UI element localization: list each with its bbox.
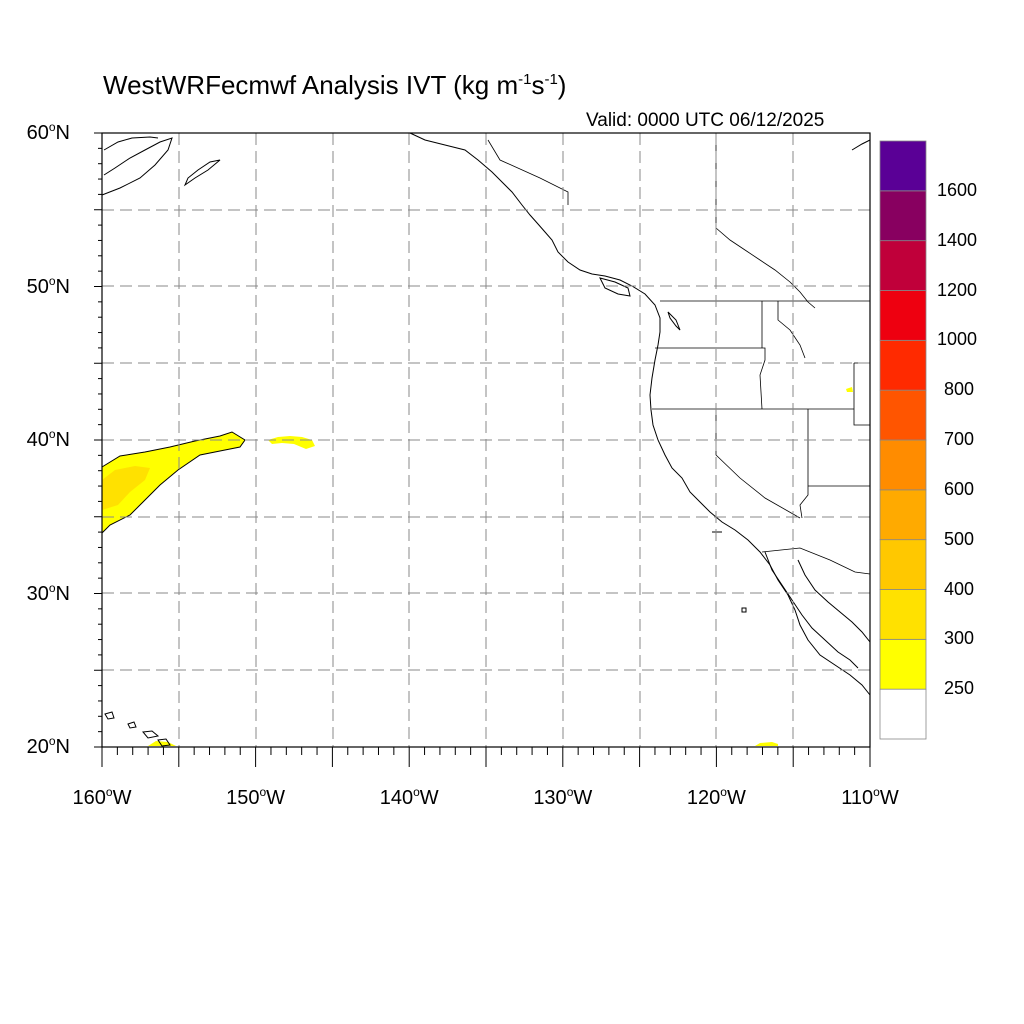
colorbar-box [879,489,927,541]
colorbar-box [879,688,927,740]
colorbar-level-label: 1400 [937,229,978,250]
colorbar-box [879,240,927,291]
colorbar-level-label: 300 [944,628,975,649]
colorbar-level-label: 700 [944,429,975,449]
lat-label: 50oN [26,273,70,298]
colorbar-box [879,190,927,242]
lon-label: 110oW [841,785,899,809]
ivt-patch-south-east [755,742,778,746]
lat-label: 40oN [26,427,70,451]
lat-label: 30oN [26,580,70,605]
ivt-patch-idaho [846,387,853,392]
colorbar-box [879,638,927,690]
lon-label: 130oW [533,785,593,809]
ivt-plume-inner [102,466,150,510]
colorbar-box [879,439,927,491]
colorbar-level-label: 1600 [937,179,978,200]
political-boundaries [487,133,871,575]
colorbar-level-label: 250 [944,678,975,699]
ivt-shading [101,387,853,746]
colorbar-box [879,290,927,341]
map-title: WestWRFecmwf Analysis IVT (kg m-1s-1) [103,70,567,100]
colorbar-box [879,539,927,590]
ivt-patch-east [268,436,315,449]
valid-time: Valid: 0000 UTC 06/12/2025 [586,110,825,131]
graticule [102,133,870,747]
colorbar [879,140,927,740]
lat-label: 60oN [26,120,70,144]
colorbar-level-label: 1200 [937,279,978,300]
colorbar-level-label: 1000 [937,329,978,350]
colorbar-box [879,389,927,441]
lon-label: 160oW [72,785,132,809]
colorbar-box [879,140,927,192]
tick-marks [94,132,871,767]
lon-label: 150oW [226,785,286,809]
colorbar-level-label: 400 [944,578,975,599]
colorbar-box [879,589,927,640]
lat-label: 20oN [26,734,70,758]
lon-label: 140oW [379,785,439,809]
colorbar-level-label: 600 [944,478,975,499]
colorbar-level-label: 500 [944,528,975,549]
lon-label: 120oW [686,785,746,809]
colorbar-box [879,339,927,391]
colorbar-level-label: 800 [944,379,975,400]
